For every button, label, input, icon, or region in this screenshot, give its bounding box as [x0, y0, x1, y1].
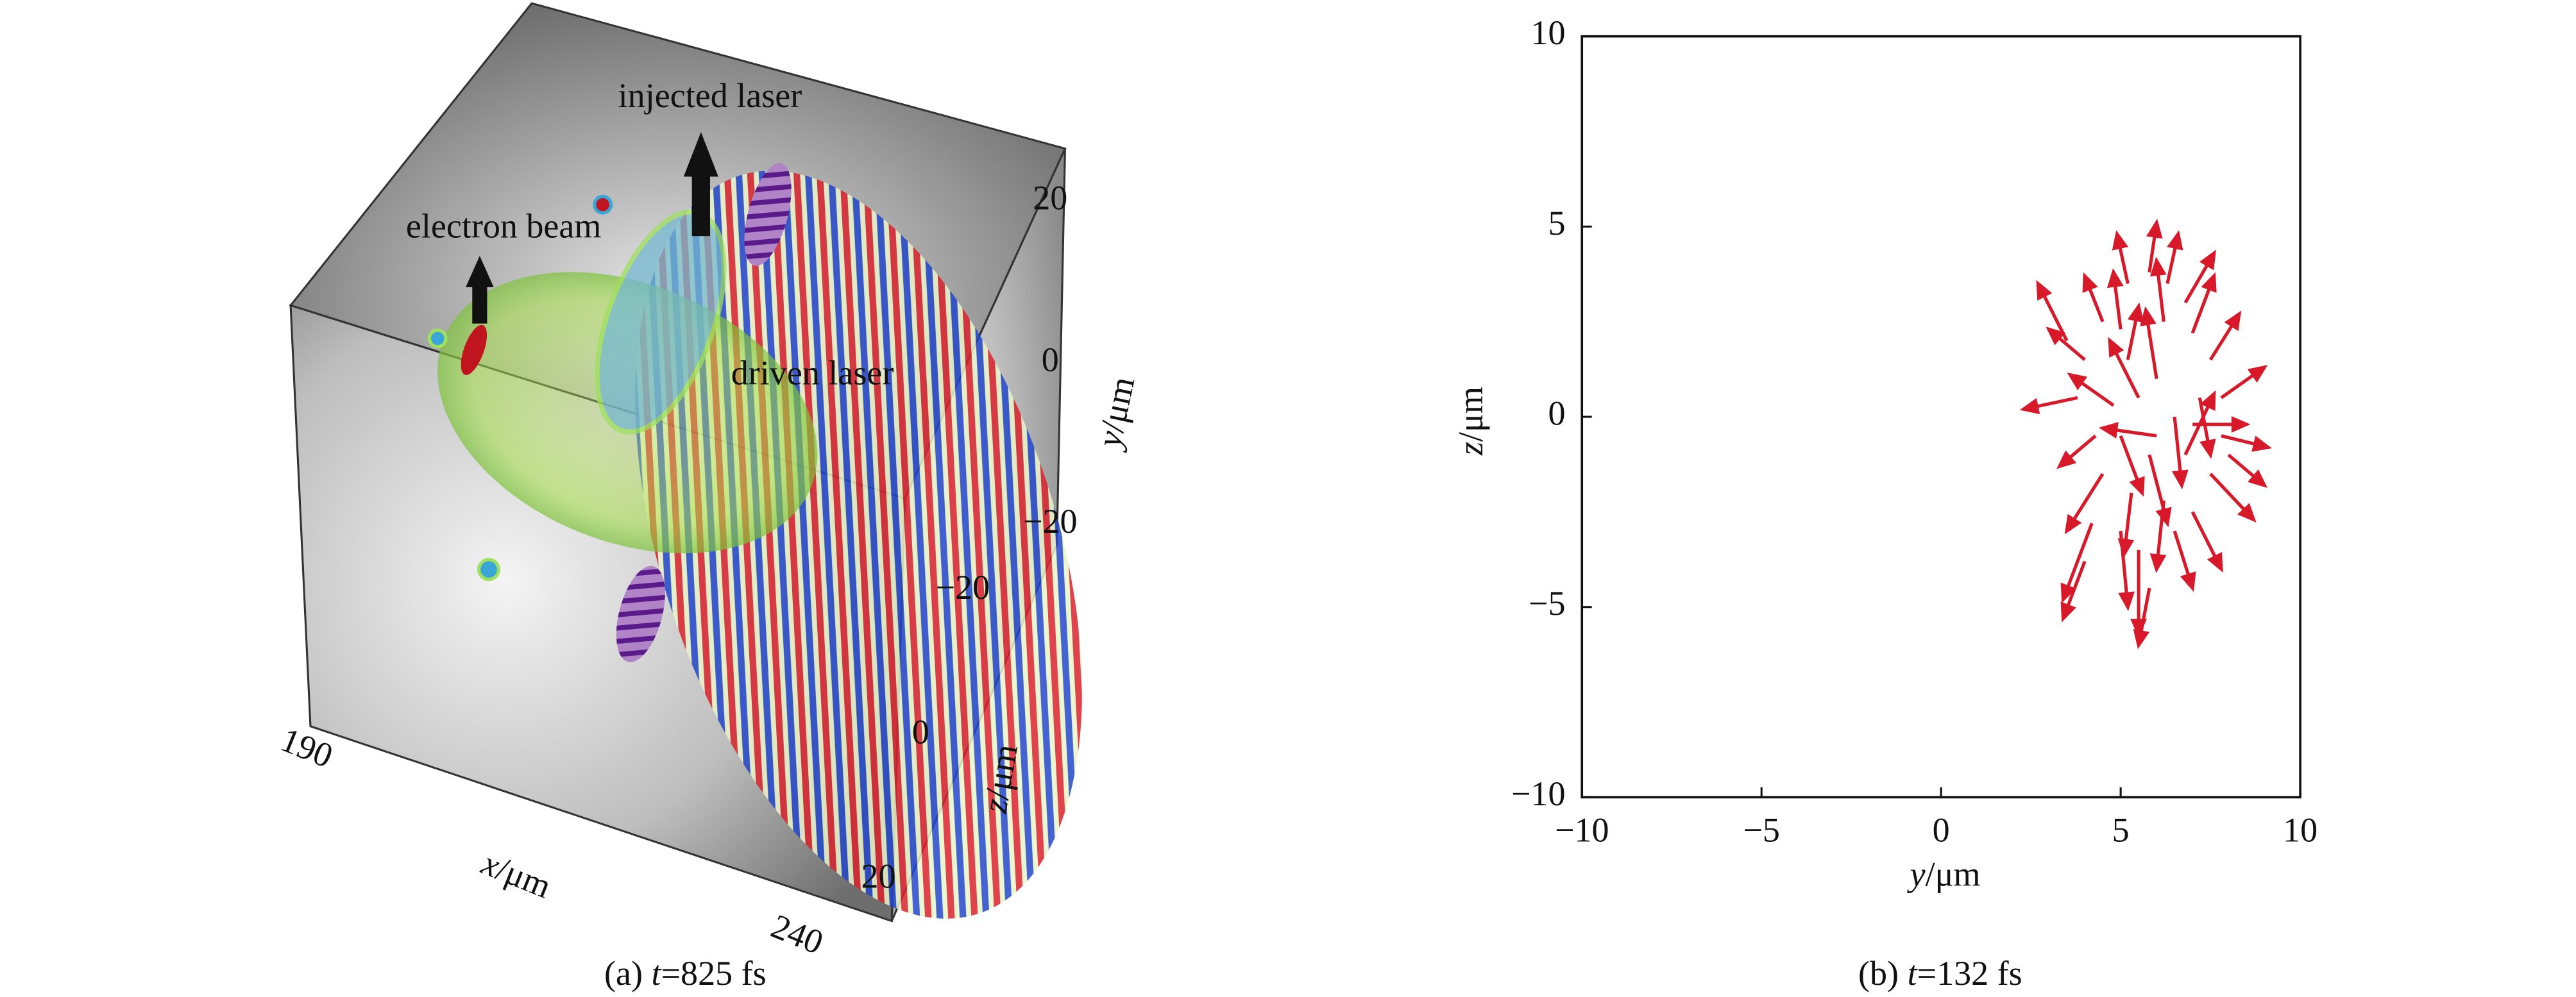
arrow	[2036, 280, 2069, 342]
y-tick-label: −10	[1511, 775, 1566, 813]
caption-part: (a)	[604, 954, 652, 993]
arrow	[2165, 230, 2183, 284]
x-axis-label: x/μm	[476, 844, 556, 906]
arrow	[2220, 365, 2268, 399]
arrow	[2106, 268, 2124, 330]
arrow	[2112, 230, 2130, 284]
beam-projection	[477, 558, 501, 582]
y-tick-label: −20	[1023, 502, 1078, 540]
arrow	[2192, 415, 2251, 433]
volume-render	[289, 2, 1082, 923]
caption-part: =132 fs	[1917, 954, 2022, 993]
arrow	[2133, 587, 2151, 649]
y-axis-label-part: z	[1452, 442, 1490, 456]
y-tick-label: −5	[1529, 584, 1566, 623]
z-tick-label: 20	[861, 857, 896, 896]
arrow	[2119, 435, 2145, 497]
annotation: driven laser	[731, 353, 894, 392]
y-tick-label: 5	[1548, 204, 1565, 242]
x-axis-label: y/μm	[1907, 855, 1981, 894]
y-tick-label: 10	[1530, 13, 1565, 52]
x-tick-label: 240	[766, 907, 829, 962]
arrow	[2227, 453, 2267, 489]
laser-projection	[616, 566, 665, 662]
arrow	[2064, 473, 2105, 535]
x-axis-label-part: /μm	[1926, 855, 1981, 894]
x-tick-label: 5	[2112, 811, 2130, 850]
arrow	[2060, 523, 2094, 603]
x-tick-label: −5	[1743, 811, 1780, 850]
arrow	[683, 131, 718, 237]
arrow	[2208, 310, 2242, 361]
arrow	[2183, 249, 2216, 304]
y-tick-label: 0	[1548, 394, 1565, 432]
arrow	[2149, 500, 2167, 573]
caption-part: =825 fs	[661, 954, 767, 993]
plot-frame	[1580, 35, 2301, 799]
caption-part: t	[1908, 954, 1919, 993]
caption-part: t	[652, 954, 663, 993]
z-tick-label: −20	[936, 568, 990, 607]
arrow	[2183, 390, 2216, 456]
annotation: electron beam	[406, 206, 602, 245]
arrow	[2140, 306, 2158, 380]
x-tick-label: 0	[1933, 811, 1950, 850]
arrow	[2172, 416, 2189, 490]
arrow	[2173, 530, 2196, 592]
y-axis-label: z/μm	[1452, 387, 1490, 456]
x-axis-label-part: y	[1907, 855, 1926, 894]
arrow	[2190, 511, 2223, 573]
arrow	[2117, 492, 2135, 558]
laser-projection	[744, 163, 792, 266]
caption-part: (b)	[1858, 954, 1908, 993]
arrow	[2082, 272, 2105, 323]
annotation: injected laser	[618, 76, 802, 115]
y-tick-label: 0	[1042, 340, 1059, 379]
arrow	[2209, 473, 2257, 523]
z-axis-label-part: /μm	[978, 741, 1026, 802]
arrow	[2098, 422, 2157, 439]
arrow	[2198, 397, 2216, 459]
arrow	[2019, 396, 2078, 415]
arrow	[2108, 337, 2140, 399]
arrow	[2190, 272, 2217, 334]
y-axis-label-part: /μm	[1093, 373, 1142, 435]
y-axis-label-part: /μm	[1452, 387, 1490, 442]
arrow	[465, 256, 494, 324]
y-axis-label: y/μm	[1089, 373, 1142, 453]
beam-projection	[593, 194, 613, 215]
electron-beam	[461, 324, 487, 375]
arrow	[2149, 256, 2167, 323]
arrow	[2056, 434, 2097, 469]
arrow	[2221, 434, 2272, 452]
arrow	[2060, 560, 2087, 623]
arrow	[2046, 326, 2086, 362]
caption: (a) t=825 fs	[604, 954, 767, 993]
x-tick-label: −10	[1555, 811, 1609, 850]
y-tick-label: 20	[1033, 179, 1067, 217]
arrow	[2126, 302, 2144, 360]
z-tick-label: 0	[912, 712, 929, 751]
arrow	[2146, 219, 2163, 272]
beam-projection	[427, 328, 448, 349]
arrow	[2148, 454, 2172, 528]
x-tick-label: 10	[2283, 811, 2318, 850]
caption: (b) t=132 fs	[1858, 954, 2022, 993]
arrow	[2067, 373, 2115, 407]
